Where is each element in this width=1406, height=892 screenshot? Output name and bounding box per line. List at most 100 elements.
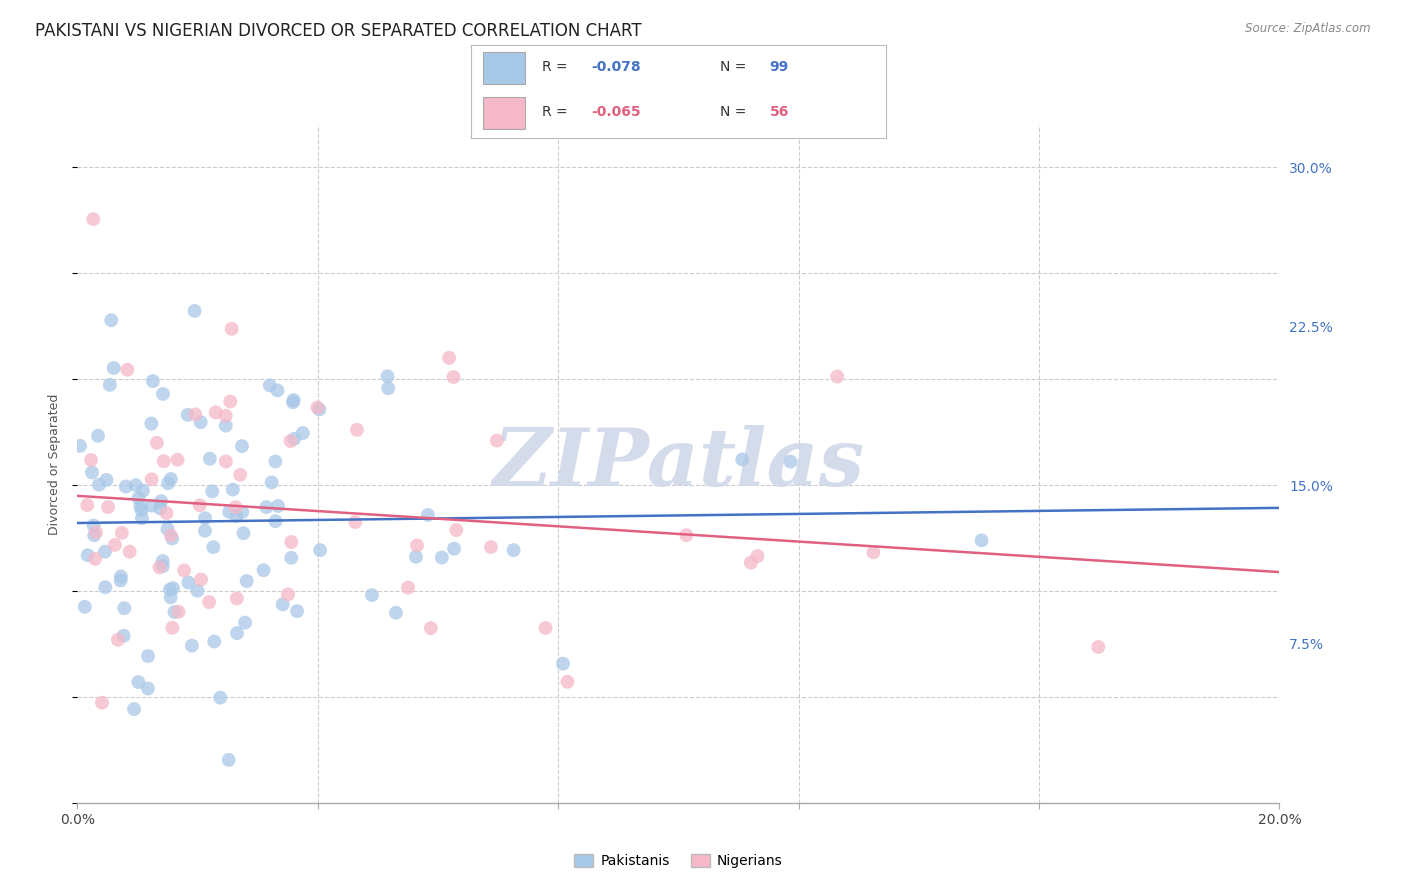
- Point: [141, 417, 163, 431]
- Point: [225, 500, 247, 515]
- Point: [91, 696, 114, 710]
- Text: ZIPatlas: ZIPatlas: [492, 425, 865, 502]
- Point: [156, 522, 179, 536]
- Point: [184, 408, 207, 422]
- Point: [198, 595, 221, 609]
- Point: [194, 511, 217, 525]
- Point: [406, 538, 429, 552]
- Text: 99: 99: [769, 60, 789, 74]
- Point: [430, 550, 453, 565]
- Point: [82, 212, 104, 227]
- Point: [446, 523, 468, 537]
- Point: [231, 505, 253, 519]
- Point: [557, 674, 579, 689]
- Point: [231, 439, 253, 453]
- Point: [160, 528, 183, 542]
- Point: [283, 432, 305, 446]
- Point: [443, 541, 465, 556]
- Point: [73, 599, 96, 614]
- Point: [131, 511, 153, 525]
- Point: [97, 500, 120, 514]
- Text: N =: N =: [720, 105, 751, 119]
- Point: [112, 601, 135, 615]
- Point: [825, 369, 848, 384]
- Point: [675, 528, 697, 542]
- Point: [148, 560, 170, 574]
- Text: Source: ZipAtlas.com: Source: ZipAtlas.com: [1246, 22, 1371, 36]
- Point: [233, 615, 256, 630]
- Point: [309, 543, 332, 558]
- Point: [385, 606, 408, 620]
- Point: [136, 648, 159, 663]
- Text: -0.065: -0.065: [592, 105, 641, 119]
- Point: [107, 632, 129, 647]
- Point: [277, 587, 299, 601]
- Point: [551, 657, 574, 671]
- Point: [221, 322, 243, 336]
- Point: [142, 374, 165, 388]
- Point: [361, 588, 384, 602]
- Point: [264, 454, 287, 468]
- Point: [1087, 640, 1109, 654]
- Bar: [484, 52, 524, 84]
- Point: [69, 439, 91, 453]
- Point: [80, 453, 103, 467]
- Point: [281, 395, 304, 409]
- Point: [479, 540, 502, 554]
- Point: [103, 361, 125, 376]
- Point: [131, 503, 153, 517]
- Point: [215, 418, 238, 433]
- Point: [87, 428, 110, 442]
- Text: PAKISTANI VS NIGERIAN DIVORCED OR SEPARATED CORRELATION CHART: PAKISTANI VS NIGERIAN DIVORCED OR SEPARA…: [35, 22, 641, 40]
- Point: [110, 569, 132, 583]
- Point: [229, 467, 252, 482]
- Point: [162, 581, 184, 595]
- Point: [152, 554, 174, 568]
- Point: [188, 499, 211, 513]
- Point: [862, 545, 884, 559]
- Text: R =: R =: [541, 105, 571, 119]
- Point: [166, 452, 188, 467]
- Point: [260, 475, 283, 490]
- Point: [159, 582, 181, 597]
- Point: [146, 435, 169, 450]
- Point: [186, 583, 208, 598]
- Point: [266, 384, 288, 398]
- Bar: [484, 97, 524, 129]
- Point: [136, 681, 159, 696]
- Point: [96, 473, 118, 487]
- Point: [149, 501, 172, 516]
- Point: [162, 621, 184, 635]
- Point: [201, 484, 224, 499]
- Point: [80, 466, 103, 480]
- Point: [215, 454, 238, 468]
- Point: [152, 387, 174, 401]
- Point: [198, 451, 221, 466]
- Point: [163, 605, 186, 619]
- Point: [747, 549, 769, 563]
- Point: [83, 518, 105, 533]
- Point: [232, 526, 254, 541]
- Point: [779, 455, 801, 469]
- Point: [84, 552, 107, 566]
- Point: [83, 528, 105, 542]
- Point: [177, 575, 200, 590]
- Point: [94, 580, 117, 594]
- Point: [396, 581, 419, 595]
- Point: [235, 574, 257, 588]
- Point: [731, 452, 754, 467]
- Point: [100, 313, 122, 327]
- Point: [190, 415, 212, 429]
- Point: [76, 548, 98, 562]
- Point: [254, 500, 277, 515]
- Text: N =: N =: [720, 60, 751, 74]
- Point: [252, 563, 274, 577]
- Point: [152, 454, 174, 468]
- Point: [280, 535, 302, 549]
- Point: [202, 634, 225, 648]
- Point: [94, 544, 117, 558]
- Point: [122, 702, 145, 716]
- Point: [84, 525, 107, 540]
- Point: [150, 494, 173, 508]
- Point: [271, 598, 294, 612]
